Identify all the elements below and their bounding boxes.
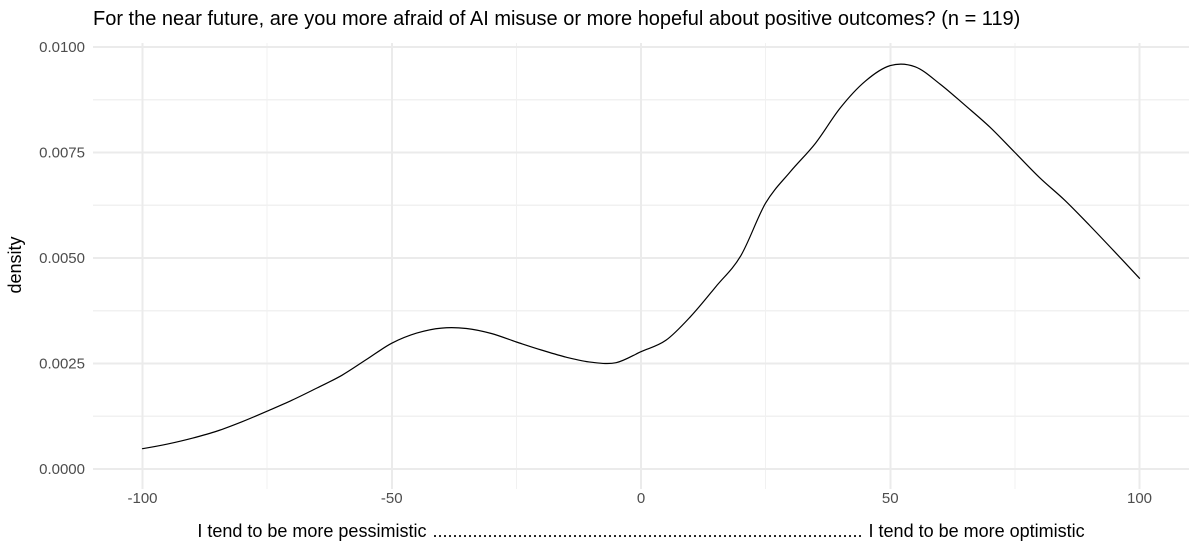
density-curve: [141, 63, 1141, 450]
major-gridlines: [93, 43, 1189, 489]
chart-title: For the near future, are you more afraid…: [93, 8, 1021, 30]
x-tick-label: -50: [381, 490, 403, 507]
x-tick-label: 50: [882, 490, 899, 507]
y-tick-label: 0.0025: [39, 356, 85, 373]
x-axis-title: I tend to be more pessimistic...........…: [93, 520, 1189, 542]
y-tick-label: 0.0100: [39, 39, 85, 56]
x-axis-label-dots: ........................................…: [432, 521, 863, 541]
y-tick-label: 0.0075: [39, 145, 85, 162]
x-tick-label: 0: [637, 490, 645, 507]
x-tick-label: -100: [127, 490, 157, 507]
x-tick-label: 100: [1127, 490, 1152, 507]
y-tick-labels: 0.0000 0.0025 0.0050 0.0075 0.0100: [39, 39, 85, 478]
density-curve-group: [141, 63, 1141, 450]
x-axis-label-left: I tend to be more pessimistic: [197, 521, 427, 541]
y-axis-title: density: [5, 236, 25, 294]
y-tick-label: 0.0000: [39, 461, 85, 478]
x-axis-label-right: I tend to be more optimistic: [868, 521, 1085, 541]
x-tick-labels: -100 -50 0 50 100: [127, 490, 1152, 507]
y-tick-label: 0.0050: [39, 250, 85, 267]
